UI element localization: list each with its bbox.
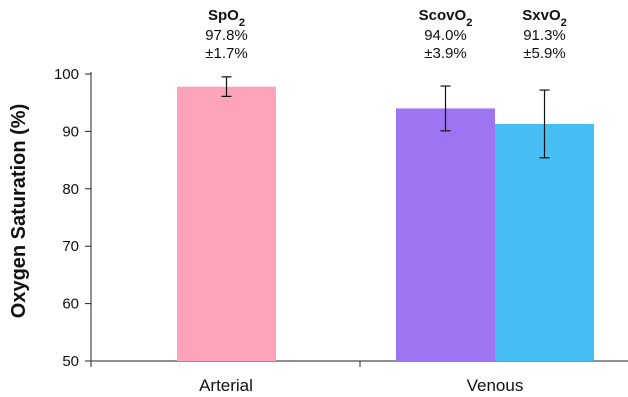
y-axis-label: Oxygen Saturation (%)	[8, 104, 30, 318]
y-tick-label: 70	[62, 238, 79, 255]
y-tick-label: 50	[62, 353, 79, 370]
x-category-label: Venous	[467, 376, 524, 395]
series-name-label: SpO2	[208, 7, 245, 29]
value-label: 94.0%	[424, 27, 467, 44]
value-label: 97.8%	[205, 27, 248, 44]
y-tick-label: 60	[62, 296, 79, 313]
bars	[177, 76, 594, 362]
y-tick-label: 100	[54, 66, 79, 83]
series-name-label: SxvO2	[522, 7, 566, 29]
value-label: 91.3%	[523, 27, 566, 44]
error-label: ±5.9%	[523, 45, 565, 62]
bar	[396, 108, 495, 361]
y-tick-label: 90	[62, 123, 79, 140]
series-name-label: ScovO2	[419, 7, 473, 29]
bar	[495, 123, 594, 361]
error-label: ±1.7%	[205, 45, 247, 62]
axes: 50 60 70 80 90 100 Arterial Venous	[54, 66, 628, 395]
y-tick-label: 80	[62, 181, 79, 198]
bar	[177, 86, 276, 362]
x-category-label: Arterial	[199, 376, 253, 395]
error-label: ±3.9%	[424, 45, 466, 62]
